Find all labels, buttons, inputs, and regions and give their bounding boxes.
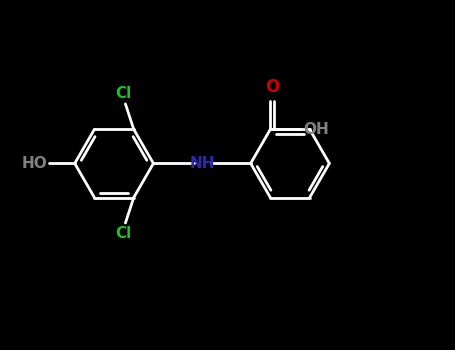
- Text: Cl: Cl: [116, 86, 131, 101]
- Text: Cl: Cl: [116, 226, 131, 241]
- Text: OH: OH: [303, 122, 329, 137]
- Text: NH: NH: [189, 156, 215, 171]
- Text: O: O: [265, 78, 279, 96]
- Text: HO: HO: [21, 156, 47, 171]
